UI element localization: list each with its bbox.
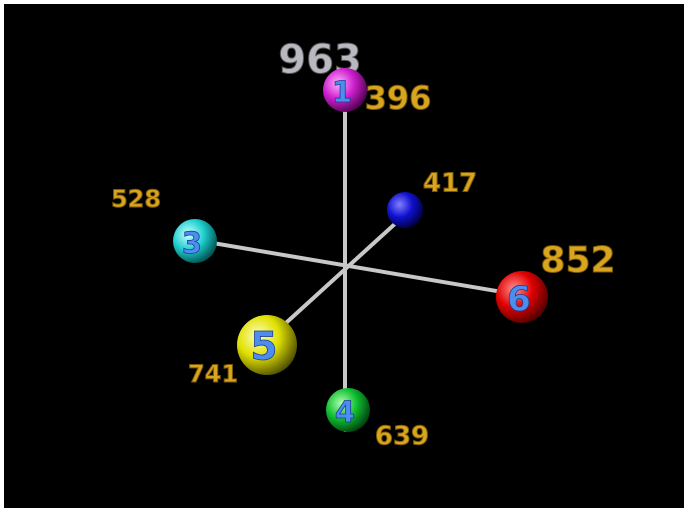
node-label: 417 bbox=[423, 169, 477, 199]
node-label: 852 bbox=[540, 240, 615, 281]
node-label: 639 bbox=[375, 422, 429, 452]
node-number: 4 bbox=[335, 395, 355, 429]
node-sphere bbox=[173, 219, 217, 263]
node-sphere bbox=[496, 271, 548, 323]
axes bbox=[193, 93, 522, 432]
node-label: 741 bbox=[188, 360, 238, 388]
node-number: 6 bbox=[507, 280, 531, 320]
node-sphere bbox=[237, 315, 297, 375]
node-sphere bbox=[387, 192, 423, 228]
axis-horizontal bbox=[193, 238, 522, 297]
node-label: 528 bbox=[111, 185, 161, 213]
node-number: 5 bbox=[250, 325, 277, 370]
node-sphere bbox=[326, 388, 370, 432]
axis-depth bbox=[263, 210, 410, 344]
node-number: 1 bbox=[332, 75, 352, 109]
node-sphere bbox=[323, 68, 367, 112]
node-label: 396 bbox=[365, 79, 432, 117]
node-number: 3 bbox=[182, 226, 202, 260]
